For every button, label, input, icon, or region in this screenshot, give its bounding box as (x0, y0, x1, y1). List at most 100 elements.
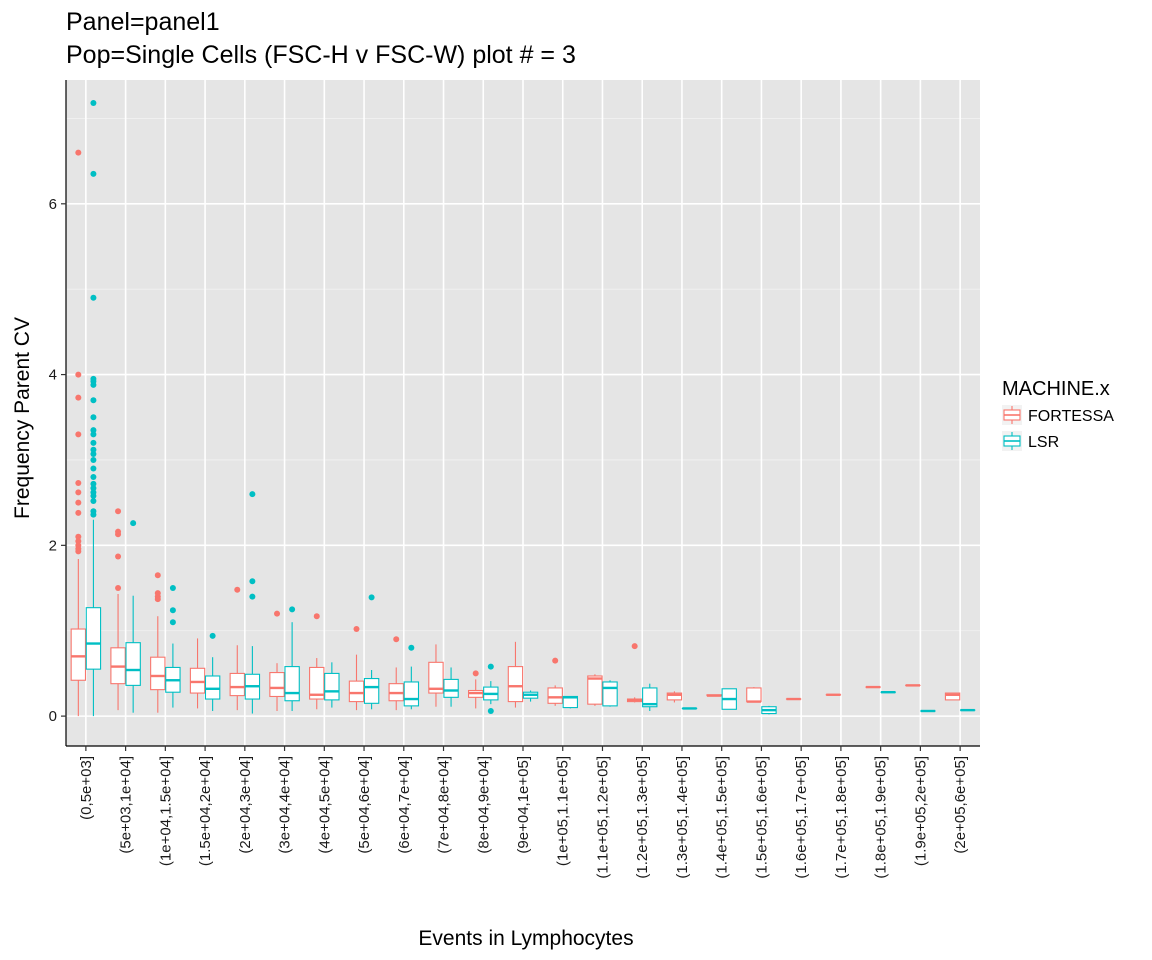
legend-label: FORTESSA (1028, 408, 1114, 425)
outlier-point (130, 520, 137, 527)
box-body (746, 687, 762, 703)
y-tick-label: 0 (49, 708, 57, 725)
x-tick-label: (1.2e+05,1.3e+05] (634, 756, 651, 879)
outlier-point (249, 491, 256, 498)
outlier-point (90, 397, 97, 404)
x-tick-label: (3e+04,4e+04] (277, 756, 294, 854)
box-fortessa-14 (626, 643, 643, 703)
box-fortessa-0 (70, 149, 87, 717)
outlier-point (90, 431, 97, 438)
x-tick-label: (8e+04,9e+04] (475, 756, 492, 854)
box-body (309, 666, 325, 700)
x-tick-label: (5e+03,1e+04] (118, 756, 135, 854)
legend-item-lsr: LSR (1002, 431, 1059, 451)
x-tick-label: (0,5e+03] (78, 756, 95, 820)
x-tick-label: (1e+05,1.1e+05] (555, 756, 572, 866)
box-body (547, 687, 563, 704)
box-fortessa-15 (666, 691, 683, 703)
outlier-point (289, 606, 296, 613)
box-lsr-3 (204, 632, 221, 711)
outlier-point (90, 100, 97, 107)
outlier-point (90, 497, 97, 504)
outlier-point (90, 294, 97, 301)
outlier-point (90, 427, 97, 434)
outlier-point (90, 439, 97, 446)
legend: MACHINE.x FORTESSA LSR (1002, 378, 1114, 451)
outlier-point (90, 474, 97, 481)
box-lsr-4 (244, 491, 261, 714)
outlier-point (249, 593, 256, 600)
outlier-point (313, 613, 320, 620)
outlier-point (90, 414, 97, 421)
box-fortessa-13 (587, 674, 603, 706)
box-fortessa-12 (547, 657, 563, 706)
box-lsr-14 (642, 683, 658, 711)
y-tick-labels: 0 2 4 6 (49, 196, 57, 725)
outlier-point (75, 149, 82, 156)
y-tick-label: 4 (49, 367, 57, 384)
outlier-point (90, 485, 97, 492)
outlier-point (353, 626, 360, 633)
box-fortessa-5 (269, 610, 285, 711)
x-tick-label: (6e+04,7e+04] (396, 756, 413, 854)
box-body (443, 678, 459, 698)
outlier-point (75, 499, 82, 506)
box-fortessa-9 (428, 644, 444, 707)
legend-item-fortessa: FORTESSA (1002, 405, 1114, 425)
outlier-point (90, 456, 97, 463)
box-body (642, 687, 658, 708)
x-tick-label: (2e+05,6e+05] (952, 756, 969, 854)
x-tick-label: (1e+04,1.5e+04] (157, 756, 174, 866)
outlier-point (408, 644, 415, 651)
x-tick-label: (1.5e+04,2e+04] (197, 756, 214, 866)
box-body (602, 681, 618, 707)
box-body (204, 675, 221, 700)
x-tick-label: (2e+04,3e+04] (237, 756, 254, 854)
outlier-point (169, 585, 176, 592)
box-fortessa-11 (507, 641, 524, 708)
outlier-point (274, 610, 281, 617)
outlier-point (90, 170, 97, 177)
x-tick-label: (1.5e+05,1.6e+05] (753, 756, 770, 879)
outlier-point (393, 636, 400, 643)
box-body (428, 661, 444, 694)
x-tick-label: (1.4e+05,1.5e+05] (714, 756, 731, 879)
outlier-point (90, 489, 97, 496)
box-body (85, 607, 102, 670)
box-body (348, 680, 365, 703)
x-tick-label: (5e+04,6e+04] (356, 756, 373, 854)
grid-major (66, 80, 980, 746)
box-body (189, 667, 206, 694)
box-lsr-17 (761, 705, 777, 715)
outlier-point (75, 533, 82, 540)
series-lsr (85, 100, 976, 717)
outlier-point (472, 670, 479, 677)
chart-title: Panel=panel1 (66, 8, 220, 36)
x-tick-label: (1.1e+05,1.2e+05] (594, 756, 611, 879)
outlier-point (552, 657, 559, 664)
outlier-point (115, 553, 122, 560)
y-tick-label: 2 (49, 537, 57, 554)
y-tick-label: 6 (49, 196, 57, 213)
legend-label: LSR (1028, 434, 1059, 451)
box-body (507, 666, 524, 703)
x-tick-label: (1.7e+05,1.8e+05] (833, 756, 850, 879)
box-fortessa-10 (468, 670, 484, 709)
x-tick-label: (7e+04,8e+04] (436, 756, 453, 854)
box-body (666, 692, 683, 701)
box-body (150, 656, 166, 691)
outlier-point (154, 590, 161, 597)
outlier-point (90, 480, 97, 487)
box-fortessa-3 (189, 638, 206, 709)
outlier-point (249, 578, 256, 585)
box-fortessa-6 (309, 613, 325, 710)
x-axis-title: Events in Lymphocytes (418, 927, 633, 950)
outlier-point (75, 489, 82, 496)
outlier-point (169, 619, 176, 626)
outlier-point (75, 542, 82, 549)
box-body (229, 672, 245, 697)
box-fortessa-7 (348, 626, 365, 711)
legend-title: MACHINE.x (1002, 378, 1110, 400)
box-body (125, 642, 141, 686)
